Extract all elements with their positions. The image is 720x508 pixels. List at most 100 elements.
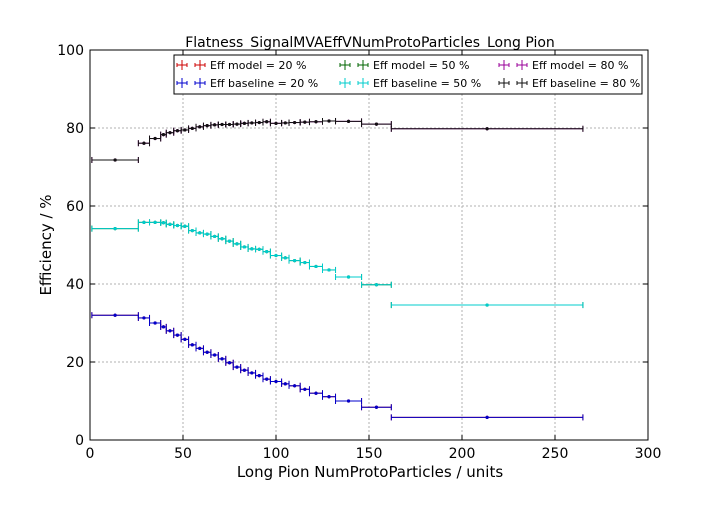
data-marker xyxy=(227,122,232,127)
data-marker xyxy=(274,253,278,258)
data-point xyxy=(180,336,190,343)
series-6 xyxy=(91,117,584,163)
data-point xyxy=(308,390,323,397)
data-point xyxy=(91,225,139,232)
data-marker xyxy=(220,357,224,361)
data-point xyxy=(247,119,257,126)
data-marker xyxy=(113,227,117,231)
data-marker xyxy=(213,353,217,357)
data-marker xyxy=(198,346,202,350)
legend-label: Eff model = 50 % xyxy=(373,59,469,72)
data-marker xyxy=(242,121,246,125)
data-marker xyxy=(314,120,318,124)
data-marker xyxy=(220,237,224,241)
data-marker xyxy=(168,329,172,333)
data-point xyxy=(160,131,167,138)
data-marker xyxy=(374,122,379,126)
data-point xyxy=(225,359,234,366)
data-point xyxy=(269,252,283,259)
data-point xyxy=(255,119,264,126)
legend-entry: Eff baseline = 50 % xyxy=(339,77,481,90)
legend-entry: Eff model = 20 % xyxy=(176,59,306,72)
data-point xyxy=(288,119,301,126)
data-marker xyxy=(153,321,157,325)
data-marker xyxy=(485,127,489,131)
data-marker xyxy=(283,121,287,125)
series-2 xyxy=(91,312,584,421)
data-marker xyxy=(153,136,157,141)
data-marker xyxy=(346,399,351,403)
data-point xyxy=(195,123,204,130)
data-series xyxy=(91,117,584,421)
data-point xyxy=(247,369,257,376)
data-point xyxy=(149,219,162,226)
data-marker xyxy=(183,337,187,341)
data-marker xyxy=(190,228,194,233)
data-marker xyxy=(242,368,246,372)
data-marker xyxy=(346,275,351,279)
data-marker xyxy=(142,141,146,145)
data-marker xyxy=(175,129,180,133)
data-point xyxy=(165,129,175,136)
plot-frame xyxy=(89,49,649,441)
data-point xyxy=(173,222,182,229)
legend-entry: Eff baseline = 20 % xyxy=(176,77,318,90)
data-point xyxy=(137,219,151,226)
data-point xyxy=(188,125,197,132)
legend: Eff model = 20 % Eff baseline = 20 % Eff m… xyxy=(173,54,643,95)
data-point xyxy=(165,221,175,228)
data-marker xyxy=(374,405,379,409)
x-tick-label: 100 xyxy=(263,446,290,462)
data-marker xyxy=(205,232,209,236)
data-marker xyxy=(190,126,194,130)
data-marker xyxy=(250,247,254,251)
data-marker xyxy=(198,125,202,129)
data-point xyxy=(232,364,242,371)
data-marker xyxy=(303,260,307,265)
data-point xyxy=(240,367,249,374)
data-point xyxy=(335,273,363,280)
x-tick-label: 50 xyxy=(174,446,192,462)
data-point xyxy=(262,376,271,383)
data-marker xyxy=(161,133,166,137)
data-point xyxy=(180,223,190,230)
y-tick-label: 80 xyxy=(66,121,84,137)
data-marker xyxy=(227,361,232,365)
data-marker xyxy=(265,250,269,254)
data-point xyxy=(165,327,175,334)
data-point xyxy=(269,378,283,385)
legend-label: Eff model = 80 % xyxy=(532,59,628,72)
data-marker xyxy=(257,247,261,251)
data-point xyxy=(195,229,204,236)
data-marker xyxy=(183,224,187,228)
chart-title: Flatness_SignalMVAEffVNumProtoParticles_… xyxy=(185,35,555,51)
data-marker xyxy=(175,223,180,228)
data-point xyxy=(322,266,337,273)
data-point xyxy=(288,382,301,389)
data-marker xyxy=(142,220,146,224)
x-tick-label: 250 xyxy=(542,446,569,462)
y-tick-label: 60 xyxy=(66,199,84,215)
data-point xyxy=(210,351,219,358)
x-tick-label: 0 xyxy=(86,446,95,462)
data-point xyxy=(299,259,310,266)
data-marker xyxy=(257,120,261,125)
data-marker xyxy=(314,391,318,395)
data-point xyxy=(240,243,249,250)
data-marker xyxy=(183,128,187,132)
data-point xyxy=(361,121,392,128)
data-marker xyxy=(327,268,331,272)
data-marker xyxy=(113,158,117,162)
data-marker xyxy=(220,122,224,127)
data-point xyxy=(137,314,151,321)
data-point xyxy=(262,248,271,255)
data-point xyxy=(217,121,227,128)
x-tick-label: 300 xyxy=(635,446,662,462)
series-3 xyxy=(91,219,584,309)
data-point xyxy=(160,219,167,226)
data-marker xyxy=(235,122,239,126)
data-point xyxy=(188,227,197,234)
x-axis-label: Long Pion NumProtoParticles / units xyxy=(237,463,503,481)
data-marker xyxy=(168,131,172,135)
